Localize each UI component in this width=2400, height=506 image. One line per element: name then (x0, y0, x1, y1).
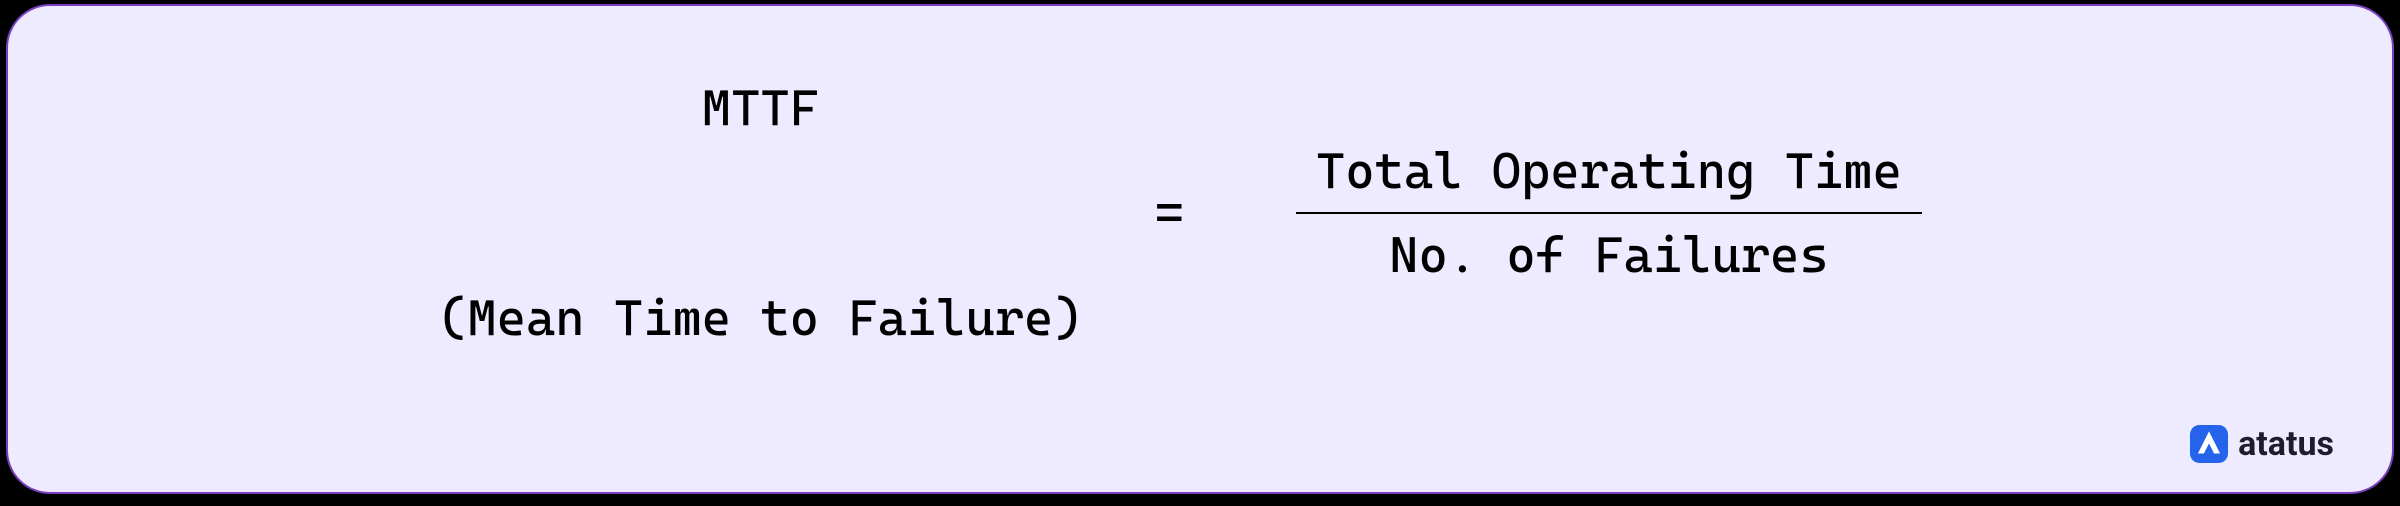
lhs-expansion: (Mean Time to Failure) (438, 283, 1083, 353)
brand-text: atatus (2238, 424, 2334, 464)
fraction-numerator: Total Operating Time (1296, 130, 1922, 212)
brand-badge-icon (2190, 425, 2228, 463)
lhs-acronym: MTTF (438, 73, 1083, 143)
mttf-formula: MTTF (Mean Time to Failure) = Total Oper… (438, 0, 1962, 493)
formula-lhs: MTTF (Mean Time to Failure) (438, 0, 1083, 493)
formula-card: MTTF (Mean Time to Failure) = Total Oper… (6, 4, 2394, 494)
fraction-denominator: No. of Failures (1369, 214, 1848, 296)
formula-rhs-fraction: Total Operating Time No. of Failures (1256, 130, 1962, 296)
brand-logo: atatus (2190, 424, 2334, 464)
equals-sign: = (1155, 178, 1184, 248)
